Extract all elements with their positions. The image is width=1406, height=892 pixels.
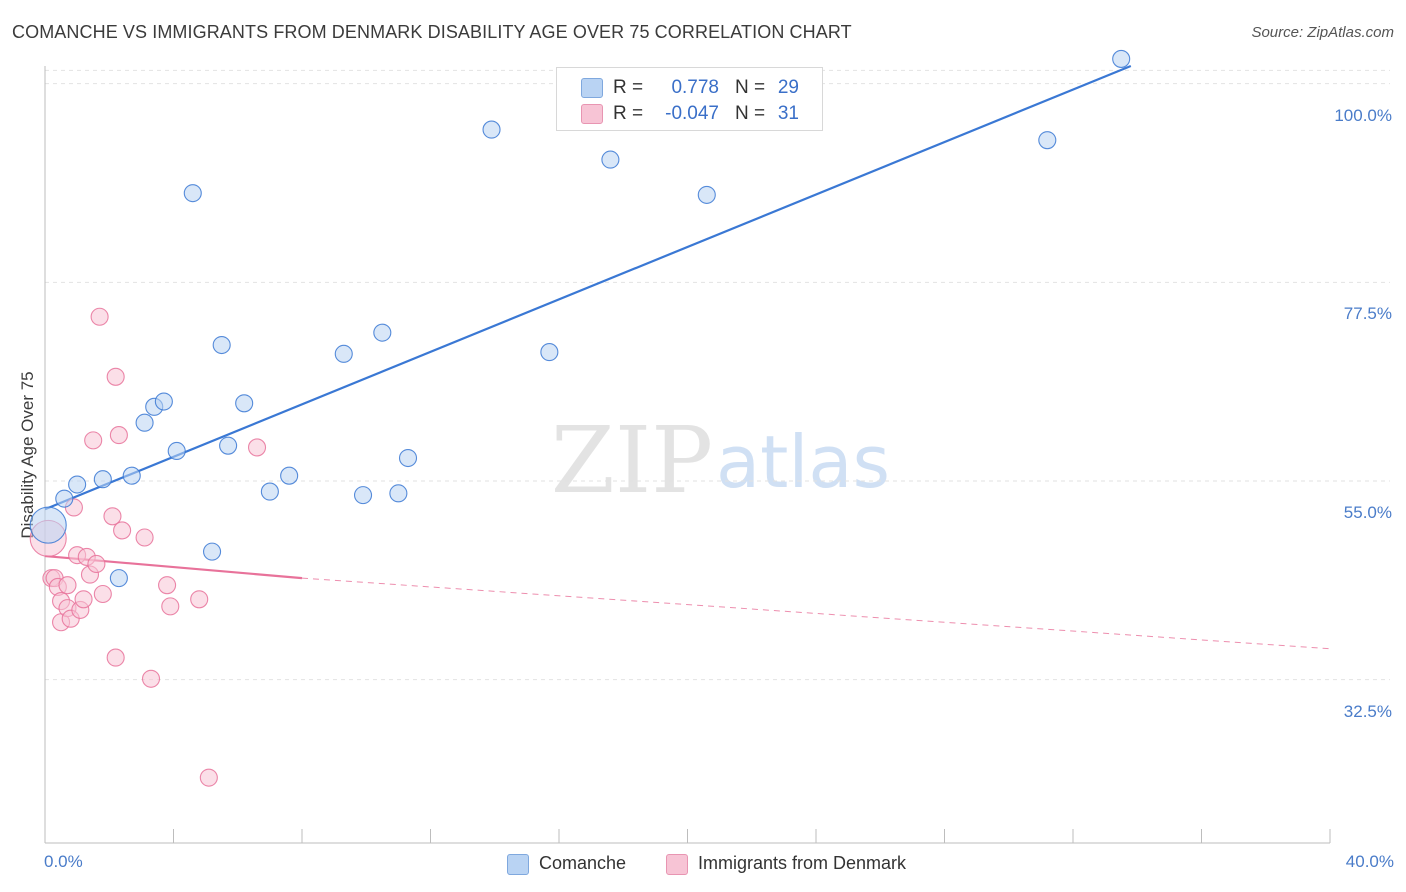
scatter-point-comanche — [135, 413, 154, 432]
watermark-zip: ZIP — [551, 407, 713, 514]
y-tick-label: 32.5% — [1343, 701, 1392, 721]
scatter-point-denmark — [190, 590, 209, 609]
scatter-point-denmark — [87, 554, 106, 574]
scatter-point-denmark — [93, 584, 112, 604]
scatter-point-denmark — [74, 590, 93, 609]
scatter-point-comanche — [55, 489, 74, 508]
scatter-point-denmark — [58, 576, 77, 595]
scatter-point-denmark — [135, 528, 154, 547]
scatter-point-comanche — [122, 466, 141, 485]
correlation-legend: R = 0.778 N = 29 R = -0.047 N = 31 — [556, 67, 823, 131]
scatter-point-comanche — [601, 150, 620, 169]
scatter-point-comanche — [389, 484, 408, 503]
scatter-point-comanche — [183, 184, 202, 203]
legend-label: Immigrants from Denmark — [698, 853, 907, 873]
legend-n-value: 29 — [777, 77, 799, 98]
legend-n-label: N = — [735, 77, 766, 98]
scatter-point-denmark — [158, 576, 177, 595]
scatter-point-comanche — [219, 436, 238, 455]
scatter-point-denmark — [141, 669, 161, 688]
scatter-point-denmark — [161, 597, 180, 616]
legend-r-value: 0.778 — [671, 77, 719, 98]
legend-n-value: 31 — [777, 103, 799, 124]
scatter-point-comanche — [212, 335, 231, 355]
legend-swatch-pink — [666, 854, 688, 875]
chart-title: COMANCHE VS IMMIGRANTS FROM DENMARK DISA… — [12, 22, 852, 42]
scatter-point-comanche — [373, 323, 392, 342]
y-tick-label: 55.0% — [1343, 502, 1392, 522]
scatter-point-denmark — [106, 367, 125, 386]
scatter-point-denmark — [113, 521, 132, 540]
scatter-point-comanche — [109, 569, 128, 588]
scatter-point-comanche — [235, 394, 254, 413]
scatter-point-comanche — [482, 120, 501, 139]
scatter-point-comanche — [353, 486, 373, 505]
scatter-point-denmark — [247, 438, 267, 457]
scatter-point-comanche — [334, 344, 353, 363]
scatter-point-denmark — [103, 507, 122, 526]
scatter-point-denmark — [199, 768, 218, 787]
y-tick-label: 100.0% — [1334, 105, 1392, 125]
scatter-point-comanche — [697, 185, 716, 204]
scatter-point-comanche — [540, 343, 559, 362]
legend-n-label: N = — [735, 103, 766, 124]
trend-line-comanche — [44, 64, 1132, 511]
scatter-point-comanche — [280, 466, 299, 485]
scatter-point-denmark — [106, 648, 125, 667]
x-tick-label-max: 40.0% — [1345, 852, 1394, 871]
watermark-atlas: atlas — [716, 420, 890, 504]
x-tick-label-min: 0.0% — [44, 852, 83, 871]
scatter-point-comanche — [29, 506, 67, 544]
scatter-point-denmark — [84, 431, 103, 450]
legend-swatch-blue — [507, 854, 529, 875]
axis-layer — [44, 66, 1331, 844]
trend-line-denmark-dashed — [301, 577, 1331, 650]
points-layer — [29, 49, 1131, 787]
scatter-point-comanche — [1112, 49, 1131, 68]
grid-layer — [45, 69, 1390, 681]
legend-row-comanche: R = 0.778 N = 29 — [557, 75, 822, 101]
scatter-point-comanche — [154, 392, 173, 411]
scatter-point-comanche — [68, 475, 87, 494]
legend-label: Comanche — [539, 853, 627, 873]
scatter-point-comanche — [167, 441, 186, 461]
legend-r-label: R = — [613, 103, 644, 124]
series-legend: Comanche Immigrants from Denmark — [0, 852, 1406, 878]
legend-swatch-blue — [581, 78, 603, 98]
scatter-point-comanche — [260, 482, 279, 501]
source-credit: Source: ZipAtlas.com — [1251, 24, 1394, 41]
trend-layer — [44, 64, 1331, 650]
scatter-point-comanche — [398, 448, 418, 468]
scatter-point-denmark — [90, 307, 109, 326]
legend-row-denmark: R = -0.047 N = 31 — [557, 101, 822, 127]
legend-r-value: -0.047 — [665, 103, 719, 124]
legend-r-label: R = — [613, 77, 644, 98]
scatter-point-denmark — [109, 426, 128, 445]
scatter-point-comanche — [1038, 131, 1057, 150]
scatter-point-comanche — [93, 470, 112, 489]
y-tick-label: 77.5% — [1343, 304, 1392, 324]
legend-swatch-pink — [581, 104, 603, 124]
scatter-point-comanche — [203, 542, 222, 561]
